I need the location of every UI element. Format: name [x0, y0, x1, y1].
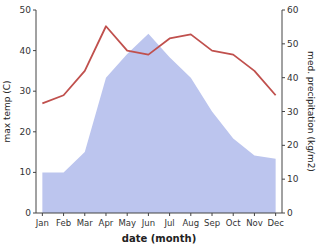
y-tick [33, 213, 36, 214]
x-tick [275, 213, 276, 216]
x-tick [63, 213, 64, 216]
y2-tick-label: 20 [287, 140, 299, 150]
y2-tick [282, 10, 285, 11]
x-tick [169, 213, 170, 216]
chart: 0 10 20 30 40 50 0 10 20 30 40 50 60 Jan Feb Mar Apr May J… [0, 0, 318, 247]
x-tick-label: Aug [183, 218, 200, 228]
x-tick-label: May [118, 218, 136, 228]
x-tick-label: Dec [267, 218, 284, 228]
x-tick [212, 213, 213, 216]
y-tick [33, 50, 36, 51]
y2-tick-label: 30 [287, 107, 299, 117]
x-tick [127, 213, 128, 216]
x-tick-label: Sep [204, 218, 220, 228]
y2-tick [282, 179, 285, 180]
y-tick-label: 10 [20, 167, 32, 177]
y2-tick [282, 111, 285, 112]
x-axis [36, 213, 282, 214]
y-tick [33, 131, 36, 132]
y-axis-label: max temp (C) [2, 80, 12, 142]
x-tick-label: Apr [99, 218, 114, 228]
y2-tick [282, 145, 285, 146]
y2-tick-label: 60 [287, 5, 299, 15]
y-tick-label: 40 [20, 46, 32, 56]
plot-area [42, 26, 275, 213]
x-tick [105, 213, 106, 216]
y-tick-label: 50 [20, 5, 32, 15]
x-tick-label: Jan [35, 218, 49, 228]
y2-tick-label: 40 [287, 73, 299, 83]
temperature-line [42, 26, 275, 103]
y-tick [33, 172, 36, 173]
y2-tick [282, 213, 285, 214]
y-axis [36, 10, 37, 213]
x-tick [233, 213, 234, 216]
y-tick-label: 20 [20, 127, 32, 137]
y2-tick [282, 43, 285, 44]
x-tick-label: Oct [226, 218, 241, 228]
x-axis-label: date (month) [122, 233, 196, 244]
x-tick [254, 213, 255, 216]
x-tick-label: Mar [77, 218, 94, 228]
y-tick [33, 10, 36, 11]
y-tick-label: 30 [20, 86, 32, 96]
x-tick [84, 213, 85, 216]
y-tick [33, 91, 36, 92]
y2-tick-label: 10 [287, 174, 299, 184]
y-tick-label: 0 [25, 208, 31, 218]
x-tick [148, 213, 149, 216]
x-tick-label: Nov [246, 218, 263, 228]
y2-tick [282, 77, 285, 78]
y2-tick-label: 0 [287, 208, 293, 218]
x-tick-label: Jul [163, 218, 174, 228]
x-tick-label: Jun [141, 218, 155, 228]
x-tick [190, 213, 191, 216]
x-tick-label: Feb [56, 218, 71, 228]
y2-axis-label: med. precipitation (kg/m2) [306, 51, 316, 172]
y2-tick-label: 50 [287, 39, 299, 49]
x-tick [42, 213, 43, 216]
